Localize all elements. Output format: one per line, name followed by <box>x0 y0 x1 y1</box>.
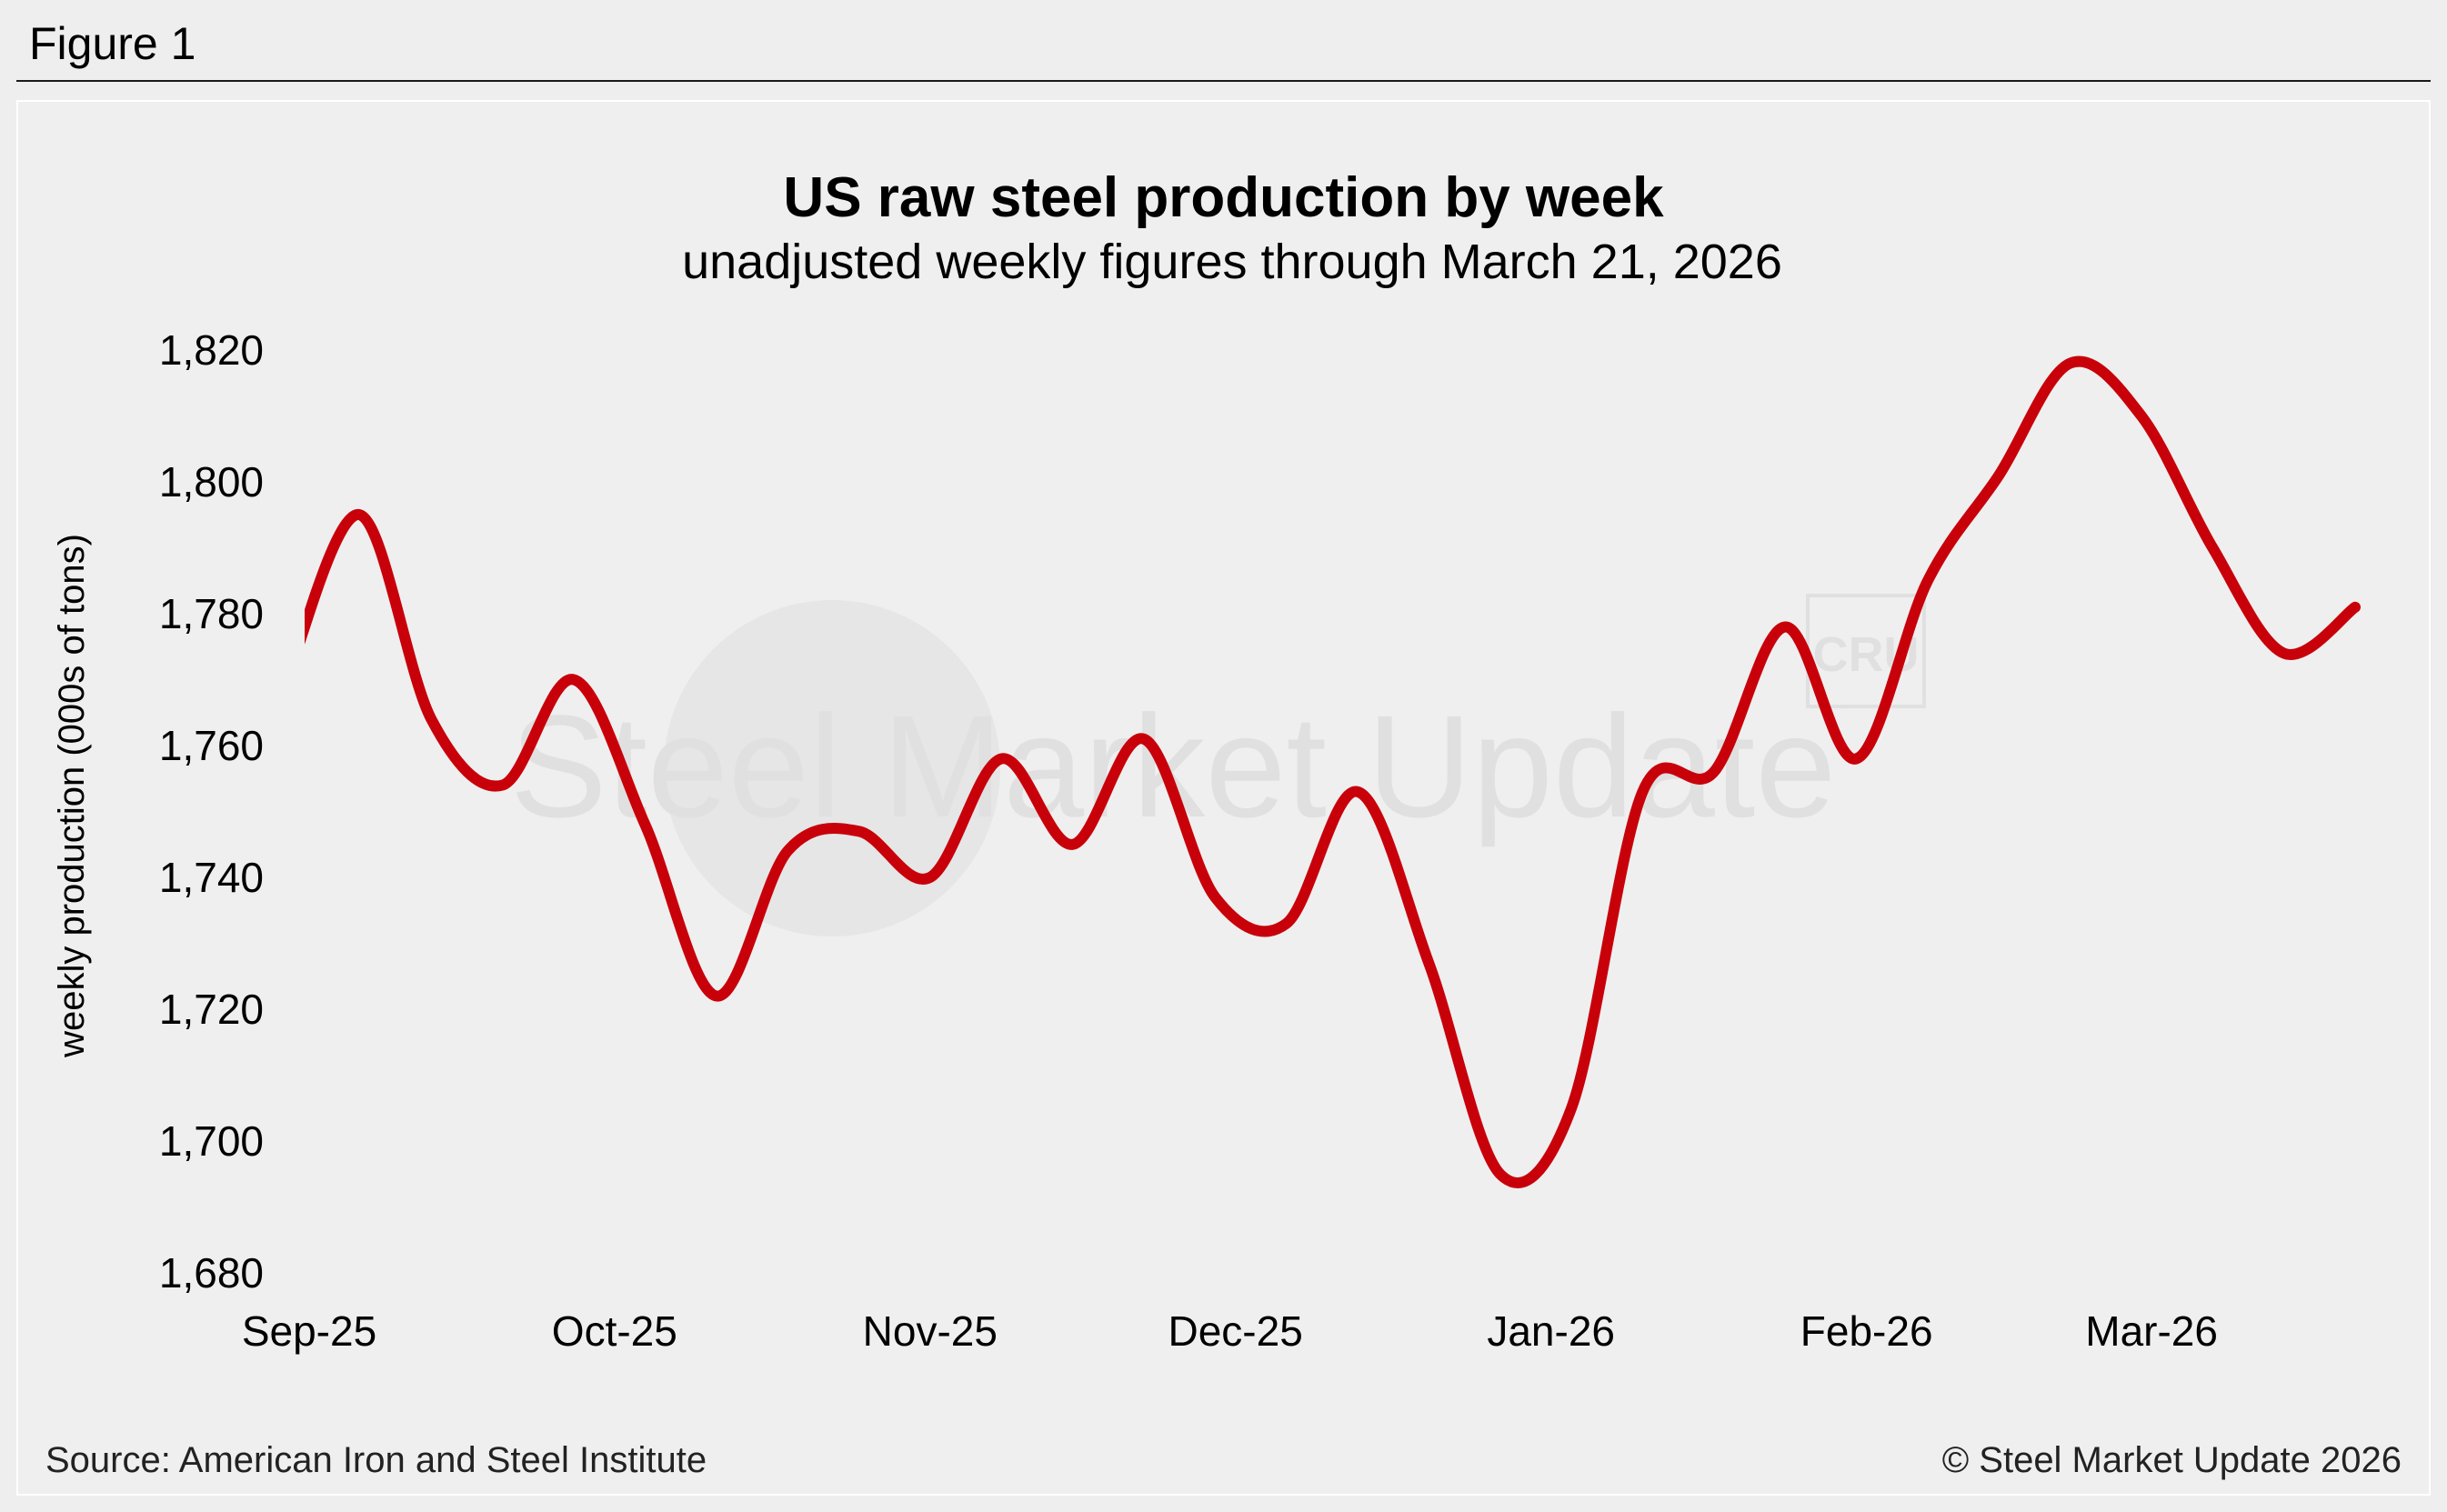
figure-divider <box>16 80 2431 82</box>
y-tick-label: 1,760 <box>159 722 264 769</box>
x-tick-label: Feb-26 <box>1800 1307 1933 1355</box>
chart-subtitle: unadjusted weekly figures through March … <box>682 235 1782 289</box>
x-tick-label: Mar-26 <box>2085 1307 2218 1355</box>
chart-title: US raw steel production by week <box>783 166 1664 229</box>
y-tick-label: 1,740 <box>159 854 264 901</box>
chart-panel <box>16 100 2431 1496</box>
y-axis: 1,680 1,700 1,720 1,740 1,760 1,780 1,800 1,820 <box>159 326 264 1297</box>
source-note: Source: American Iron and Steel Institut… <box>45 1440 707 1480</box>
series-line <box>305 355 2361 1188</box>
y-tick-label: 1,780 <box>159 590 264 637</box>
x-tick-label: Dec-25 <box>1168 1307 1303 1355</box>
y-tick-label: 1,800 <box>159 458 264 506</box>
y-tick-label: 1,700 <box>159 1117 264 1165</box>
watermark: Steel Market Update CRU <box>510 594 1926 936</box>
y-axis-title: weekly production (000s of tons) <box>52 534 92 1058</box>
x-tick-label: Jan-26 <box>1487 1307 1615 1355</box>
watermark-brand: Steel Market Update <box>510 685 1837 847</box>
y-tick-label: 1,680 <box>159 1249 264 1297</box>
x-axis: Sep-25 Oct-25 Nov-25 Dec-25 Jan-26 Feb-26 Mar-… <box>242 1307 2218 1355</box>
x-tick-label: Oct-25 <box>552 1307 677 1355</box>
copyright-note: © Steel Market Update 2026 <box>1941 1440 2402 1480</box>
watermark-logo-circle <box>664 600 1000 936</box>
y-tick-label: 1,720 <box>159 986 264 1033</box>
x-tick-label: Sep-25 <box>242 1307 376 1355</box>
x-tick-label: Nov-25 <box>863 1307 998 1355</box>
y-tick-label: 1,820 <box>159 326 264 374</box>
figure-label: Figure 1 <box>29 18 196 69</box>
